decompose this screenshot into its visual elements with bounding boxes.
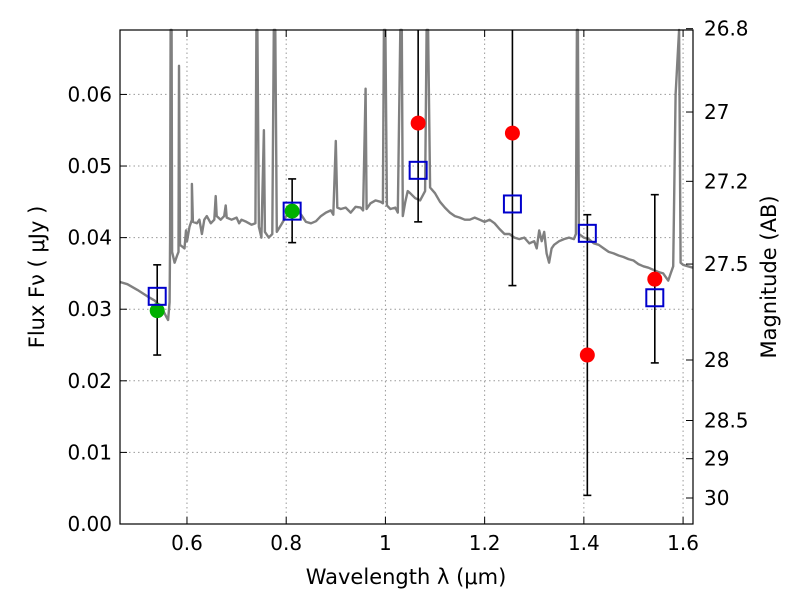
mag-tick-label: 30 [704,486,729,510]
points-layer [147,115,665,363]
model-photometry-square [408,160,428,180]
optical-flux-point [284,203,300,219]
plot-frame [119,29,694,525]
mag-tick-label: 29 [704,447,729,471]
mag-tick-label: 27.2 [704,169,749,193]
y-tick-label: 0.04 [67,226,112,250]
x-tick-label: 1 [379,531,392,555]
x-tick-label: 0.8 [270,531,302,555]
model-photometry-square [282,201,302,221]
y-axis-label: Flux Fν ( μJy ) [25,206,49,349]
y-tick-label: 0.06 [67,82,112,106]
model-sed-layer [119,28,694,322]
mag-tick-label: 27 [704,100,729,124]
y2-axis-label: Magnitude (AB) [757,195,781,358]
y-tick-label: 0.01 [67,440,112,464]
model-photometry-square [502,194,522,214]
model-photometry-square [577,223,597,243]
mag-tick-label: 28.5 [704,409,749,433]
x-tick-label: 1.2 [469,531,501,555]
x-tick-label: 1.4 [568,531,600,555]
mag-tick-label: 26.8 [704,17,749,41]
model-photometry-square [645,288,665,308]
x-tick-label: 1.6 [667,531,699,555]
x-tick-label: 0.6 [171,531,203,555]
y-tick-label: 0.05 [67,154,112,178]
optical-flux-point [149,303,165,319]
x-axis-label: Wavelength λ (μm) [306,565,507,589]
tick-layer: 0.6 0.8 1 1.2 1.4 1.6 0.00 0.01 0.02 0.03 0.04 0.05… [67,17,748,555]
observed-flux-point [504,125,520,141]
mag-tick-label: 28 [704,348,729,372]
y-tick-label: 0.00 [67,512,112,536]
model-photometry-square [147,286,167,306]
observed-flux-point [579,347,595,363]
mag-tick-label: 27.5 [704,252,749,276]
model-sed-line [119,28,694,322]
y-tick-label: 0.03 [67,297,112,321]
observed-flux-point [647,271,663,287]
y-tick-label: 0.02 [67,369,112,393]
observed-flux-point [410,115,426,131]
